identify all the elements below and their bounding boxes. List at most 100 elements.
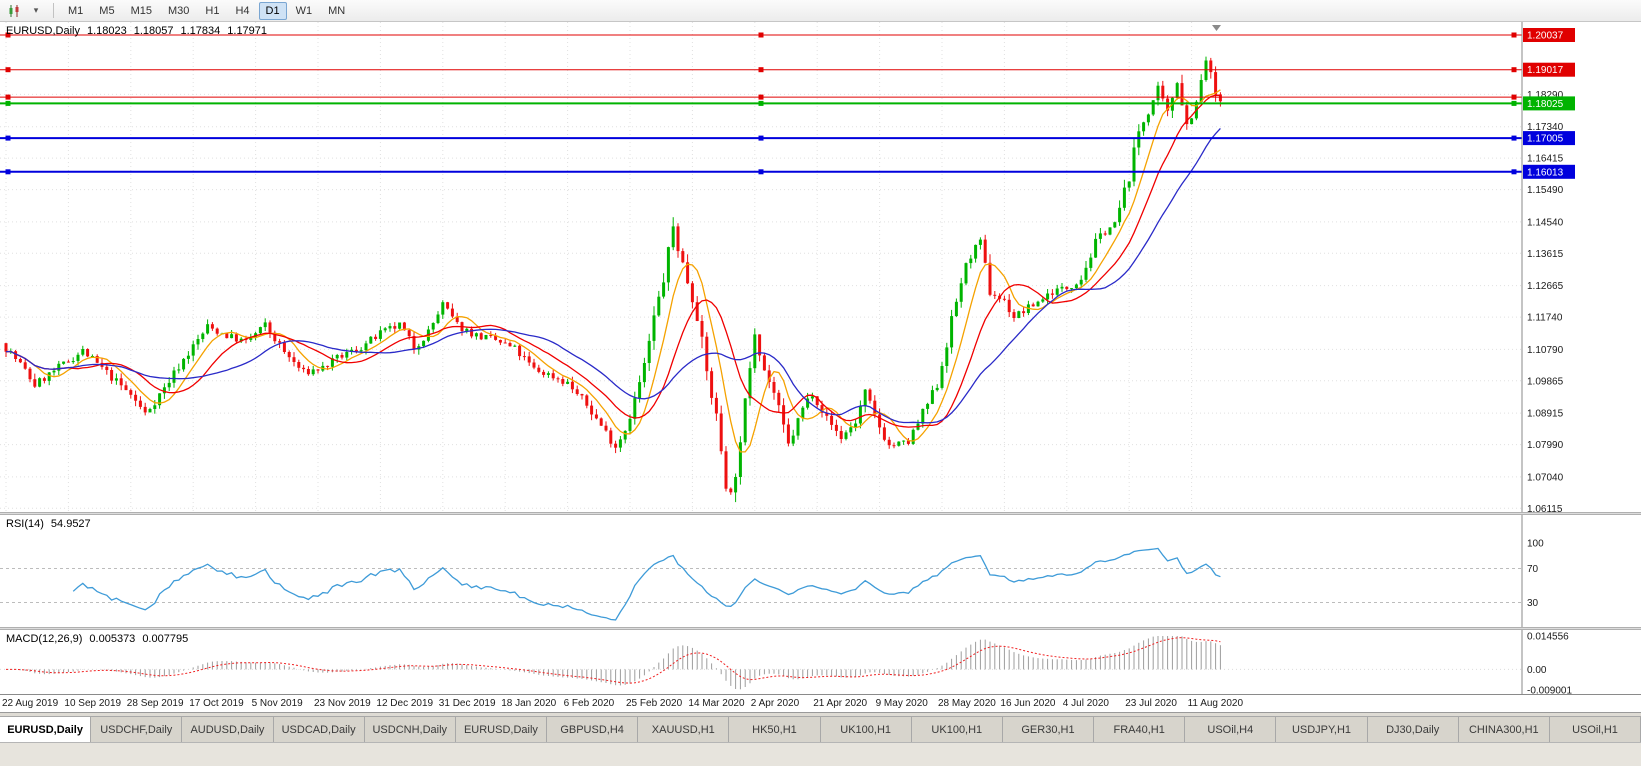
chart-tab-usdcad-daily[interactable]: USDCAD,Daily xyxy=(272,716,365,742)
candlestick-chart-icon[interactable] xyxy=(4,2,24,20)
line-handle[interactable] xyxy=(758,100,764,106)
line-handle[interactable] xyxy=(5,94,11,100)
price-axis-label: 1.15490 xyxy=(1527,185,1564,196)
line-handle[interactable] xyxy=(758,32,764,38)
time-axis-label: 4 Jul 2020 xyxy=(1062,698,1109,709)
price-axis-label: 1.17340 xyxy=(1527,122,1564,133)
line-handle[interactable] xyxy=(1511,32,1517,38)
rsi-canvas[interactable]: 100 70 30 xyxy=(0,515,1641,627)
time-axis-label: 9 May 2020 xyxy=(875,698,928,709)
price-axis-label: 1.13615 xyxy=(1527,249,1564,260)
chart-tab-uk100-h1[interactable]: UK100,H1 xyxy=(910,716,1003,742)
macd-axis-label: 0.014556 xyxy=(1527,632,1569,643)
time-axis-label: 16 Jun 2020 xyxy=(1000,698,1056,709)
time-axis-label: 22 Aug 2019 xyxy=(2,698,59,709)
line-handle[interactable] xyxy=(1511,94,1517,100)
timeframe-buttons: M1 M5 M15 M30 H1 H4 D1 W1 MN xyxy=(61,1,352,20)
timeframe-button-w1[interactable]: W1 xyxy=(295,4,313,17)
candlesticks xyxy=(4,56,1222,503)
time-axis-label: 12 Dec 2019 xyxy=(376,698,434,709)
chart-tab-usdchf-daily[interactable]: USDCHF,Daily xyxy=(90,716,183,742)
price-axis-label: 1.10790 xyxy=(1527,345,1564,356)
macd-panel: 0.014556 0.00 -0.009001 MACD(12,26,9) 0.00… xyxy=(0,630,1641,694)
timeframe-button-h1[interactable]: H1 xyxy=(205,4,220,17)
time-axis-label: 14 Mar 2020 xyxy=(688,698,745,709)
price-badge-value: 1.16013 xyxy=(1527,167,1564,178)
price-axis-label: 1.07990 xyxy=(1527,440,1564,451)
price-axis-label: 1.14540 xyxy=(1527,217,1564,228)
price-axis-label: 1.12665 xyxy=(1527,281,1564,292)
timeframe-button-m15[interactable]: M15 xyxy=(130,4,152,17)
price-chart-panel: 1.18290 1.17340 1.16415 1.15490 1.14540 1.136… xyxy=(0,22,1641,512)
line-handle[interactable] xyxy=(5,169,11,175)
ma-25-line xyxy=(5,127,1221,424)
price-chart-canvas[interactable]: 1.18290 1.17340 1.16415 1.15490 1.14540 1.136… xyxy=(0,22,1641,512)
chart-tab-gbpusd-h4[interactable]: GBPUSD,H4 xyxy=(546,716,639,742)
price-axis-label: 1.08915 xyxy=(1527,409,1564,420)
panel-splitter-rsi[interactable] xyxy=(0,512,1641,515)
ma-14-line xyxy=(5,94,1221,428)
line-handle[interactable] xyxy=(5,67,11,73)
chart-tab-xauusd-h1[interactable]: XAUUSD,H1 xyxy=(637,716,730,742)
line-handle[interactable] xyxy=(1511,100,1517,106)
chart-tabs-bar: EURUSD,Daily USDCHF,Daily AUDUSD,Daily USDC… xyxy=(0,712,1641,742)
status-area xyxy=(0,742,1641,766)
line-handle[interactable] xyxy=(1511,135,1517,141)
timeframe-button-m30[interactable]: M30 xyxy=(167,4,190,17)
time-axis-label: 10 Sep 2019 xyxy=(64,698,122,709)
line-handle[interactable] xyxy=(5,100,11,106)
line-handle[interactable] xyxy=(758,67,764,73)
rsi-line xyxy=(72,547,1221,621)
price-badge-value: 1.19017 xyxy=(1527,65,1564,76)
chart-tab-uk100-h1[interactable]: UK100,H1 xyxy=(819,716,912,742)
chart-tab-usoil-h1[interactable]: USOil,H1 xyxy=(1548,716,1641,742)
price-badge xyxy=(1523,96,1575,111)
price-axis-label: 1.07040 xyxy=(1527,472,1564,483)
timeframe-button-d1[interactable]: D1 xyxy=(258,1,287,20)
time-axis[interactable]: 22 Aug 2019 10 Sep 2019 28 Sep 2019 17 Oct … xyxy=(0,694,1641,712)
rsi-axis-label: 30 xyxy=(1527,598,1539,609)
chart-tab-eurusd-daily[interactable]: EURUSD,Daily xyxy=(0,716,92,742)
price-badge-value: 1.20037 xyxy=(1527,31,1564,42)
price-axis-label: 1.11740 xyxy=(1527,313,1563,324)
time-axis-label: 5 Nov 2019 xyxy=(251,698,303,709)
line-handle[interactable] xyxy=(758,135,764,141)
timeframe-button-mn[interactable]: MN xyxy=(328,4,346,17)
line-handle[interactable] xyxy=(758,94,764,100)
line-handle[interactable] xyxy=(5,135,11,141)
time-axis-label: 6 Feb 2020 xyxy=(563,698,615,709)
chart-tab-dj30-daily[interactable]: DJ30,Daily xyxy=(1366,716,1459,742)
macd-canvas[interactable]: 0.014556 0.00 -0.009001 xyxy=(0,630,1641,694)
panel-splitter-macd[interactable] xyxy=(0,627,1641,630)
rsi-axis-label: 70 xyxy=(1527,564,1539,575)
price-badge xyxy=(1523,164,1575,179)
timeframe-button-m5[interactable]: M5 xyxy=(99,4,115,17)
line-handle[interactable] xyxy=(758,169,764,175)
line-handle[interactable] xyxy=(5,32,11,38)
chart-tab-audusd-daily[interactable]: AUDUSD,Daily xyxy=(181,716,274,742)
price-badge xyxy=(1523,28,1575,42)
time-axis-label: 28 May 2020 xyxy=(938,698,996,709)
chart-tab-usoil-h4[interactable]: USOil,H4 xyxy=(1184,716,1277,742)
rsi-panel: 100 70 30 RSI(14) 54.9527 xyxy=(0,515,1641,627)
chart-tab-eurusd-daily[interactable]: EURUSD,Daily xyxy=(454,716,548,742)
chevron-down-icon[interactable]: ▾ xyxy=(33,5,39,15)
line-handle[interactable] xyxy=(1511,67,1517,73)
scroll-position-marker xyxy=(1212,25,1221,31)
line-handle[interactable] xyxy=(1511,169,1517,175)
chart-tab-hk50-h1[interactable]: HK50,H1 xyxy=(728,716,821,742)
grid xyxy=(0,22,1522,512)
chart-tab-usdjpy-h1[interactable]: USDJPY,H1 xyxy=(1275,716,1368,742)
chart-tab-ger30-h1[interactable]: GER30,H1 xyxy=(1001,716,1095,742)
time-axis-label: 18 Jan 2020 xyxy=(501,698,557,709)
chart-tab-china300-h1[interactable]: CHINA300,H1 xyxy=(1457,716,1550,742)
time-axis-label: 23 Jul 2020 xyxy=(1125,698,1177,709)
time-axis-label: 23 Nov 2019 xyxy=(314,698,371,709)
timeframe-button-h4[interactable]: H4 xyxy=(235,4,250,17)
chart-tab-fra40-h1[interactable]: FRA40,H1 xyxy=(1093,716,1186,742)
time-axis-label: 25 Feb 2020 xyxy=(626,698,683,709)
macd-axis-label: 0.00 xyxy=(1527,665,1547,676)
chart-tab-usdcnh-daily[interactable]: USDCNH,Daily xyxy=(363,716,456,742)
price-axis-label: 1.16415 xyxy=(1527,154,1564,165)
timeframe-button-m1[interactable]: M1 xyxy=(68,4,84,17)
